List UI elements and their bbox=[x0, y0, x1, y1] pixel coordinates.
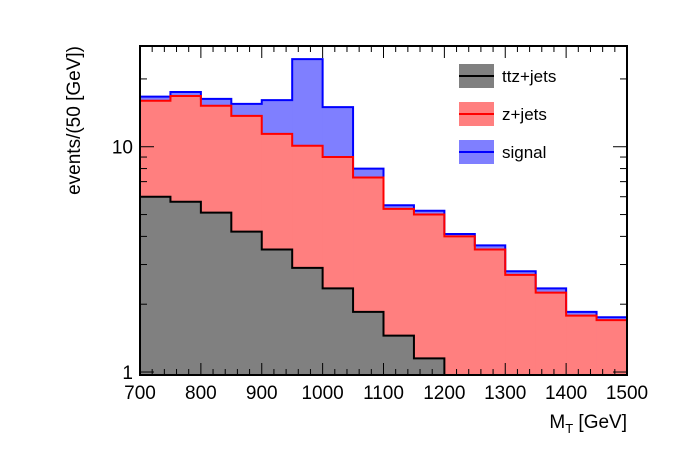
plot-frame bbox=[139, 45, 628, 376]
legend-label-ttz-jets: ttz+jets bbox=[502, 67, 556, 86]
bar-z-jets-1300 bbox=[505, 274, 537, 375]
x-tick-label-900: 900 bbox=[246, 383, 278, 404]
bar-z-jets-1350 bbox=[535, 292, 567, 375]
x-tick-label-1000: 1000 bbox=[301, 383, 343, 404]
y-tick-label-10: 10 bbox=[112, 138, 133, 159]
bar-ttz-jets-1050 bbox=[353, 311, 384, 375]
bar-z-jets-1400 bbox=[566, 315, 597, 375]
outline-z-jets bbox=[139, 94, 628, 375]
x-tick-label-800: 800 bbox=[185, 383, 217, 404]
x-axis-title: MT [GeV] bbox=[549, 412, 627, 436]
bar-z-jets-1200 bbox=[444, 236, 476, 375]
bar-ttz-jets-900 bbox=[261, 249, 293, 375]
legend-label-signal: signal bbox=[502, 143, 546, 162]
x-tick-labels: 700 800 900 1000 1100 1200 1300 1400 1500 bbox=[124, 383, 648, 404]
x-tick-label-1200: 1200 bbox=[423, 383, 465, 404]
bar-ttz-jets-1000 bbox=[322, 288, 354, 375]
y-tick-labels: 1 10 bbox=[112, 138, 133, 384]
x-tick-label-1300: 1300 bbox=[484, 383, 526, 404]
x-tick-label-700: 700 bbox=[124, 383, 156, 404]
bar-ttz-jets-1100 bbox=[383, 335, 415, 375]
bar-z-jets-1450 bbox=[596, 320, 628, 375]
x-tick-label-1100: 1100 bbox=[363, 383, 404, 404]
bar-ttz-jets-850 bbox=[231, 231, 263, 375]
histogram-fills bbox=[140, 59, 628, 376]
x-tick-label-1400: 1400 bbox=[545, 383, 587, 404]
bar-z-jets-1250 bbox=[474, 249, 506, 375]
y-axis-title: events/(50 [GeV]) bbox=[64, 46, 85, 195]
bar-ttz-jets-800 bbox=[200, 212, 232, 375]
x-tick-label-1500: 1500 bbox=[606, 383, 648, 404]
legend-label-z-jets: z+jets bbox=[502, 105, 547, 124]
bar-z-jets-1150 bbox=[413, 214, 445, 375]
bar-ttz-jets-1150 bbox=[413, 358, 445, 375]
bar-ttz-jets-700 bbox=[140, 196, 171, 375]
bar-ttz-jets-950 bbox=[292, 267, 324, 375]
bar-ttz-jets-750 bbox=[170, 201, 202, 375]
y-tick-label-1: 1 bbox=[122, 363, 133, 384]
legend: ttz+jets z+jets signal bbox=[459, 64, 556, 164]
